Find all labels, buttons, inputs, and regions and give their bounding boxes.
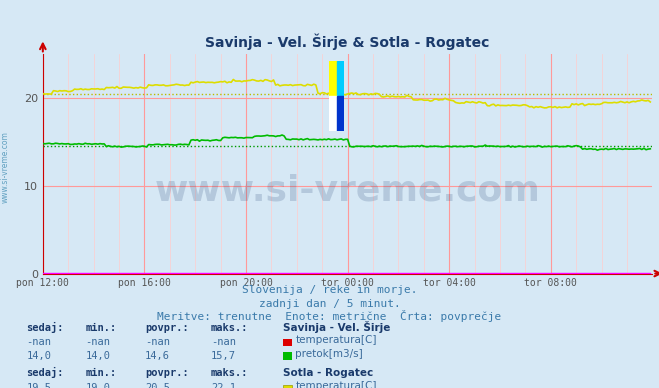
Text: temperatura[C]: temperatura[C] <box>295 381 377 388</box>
Bar <box>330 96 337 131</box>
Text: pretok[m3/s]: pretok[m3/s] <box>295 348 363 359</box>
Text: Sotla - Rogatec: Sotla - Rogatec <box>283 368 374 378</box>
Text: zadnji dan / 5 minut.: zadnji dan / 5 minut. <box>258 298 401 308</box>
Text: maks.:: maks.: <box>211 368 248 378</box>
Bar <box>337 96 344 131</box>
Text: 15,7: 15,7 <box>211 350 236 360</box>
Text: 22,1: 22,1 <box>211 383 236 388</box>
Text: 14,6: 14,6 <box>145 350 170 360</box>
Text: 14,0: 14,0 <box>26 350 51 360</box>
Text: povpr.:: povpr.: <box>145 322 188 333</box>
Text: sedaj:: sedaj: <box>26 322 64 333</box>
Text: min.:: min.: <box>86 322 117 333</box>
Text: temperatura[C]: temperatura[C] <box>295 335 377 345</box>
Text: Meritve: trenutne  Enote: metrične  Črta: povprečje: Meritve: trenutne Enote: metrične Črta: … <box>158 310 501 322</box>
Text: -nan: -nan <box>26 337 51 347</box>
Text: sedaj:: sedaj: <box>26 367 64 378</box>
Text: maks.:: maks.: <box>211 322 248 333</box>
Text: www.si-vreme.com: www.si-vreme.com <box>1 131 10 203</box>
Text: 14,0: 14,0 <box>86 350 111 360</box>
Text: -nan: -nan <box>145 337 170 347</box>
Text: 20,5: 20,5 <box>145 383 170 388</box>
Text: -nan: -nan <box>211 337 236 347</box>
Text: www.si-vreme.com: www.si-vreme.com <box>155 173 540 207</box>
Text: 19,5: 19,5 <box>26 383 51 388</box>
Text: Slovenija / reke in morje.: Slovenija / reke in morje. <box>242 285 417 295</box>
Bar <box>330 61 337 96</box>
Text: Savinja - Vel. Širje: Savinja - Vel. Širje <box>283 320 391 333</box>
Text: min.:: min.: <box>86 368 117 378</box>
Text: 19,0: 19,0 <box>86 383 111 388</box>
Bar <box>337 61 344 96</box>
Title: Savinja - Vel. Širje & Sotla - Rogatec: Savinja - Vel. Širje & Sotla - Rogatec <box>206 34 490 50</box>
Text: -nan: -nan <box>86 337 111 347</box>
Text: povpr.:: povpr.: <box>145 368 188 378</box>
